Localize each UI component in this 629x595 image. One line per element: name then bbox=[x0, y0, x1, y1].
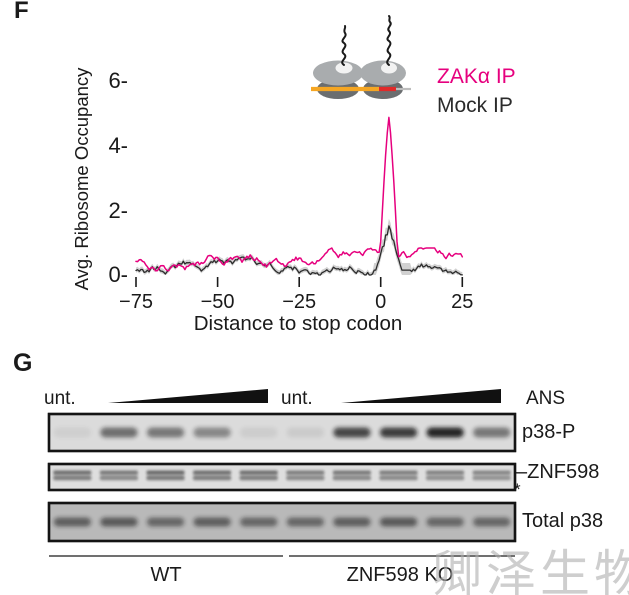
svg-text:25: 25 bbox=[451, 291, 473, 313]
svg-text:0-: 0- bbox=[108, 262, 128, 287]
svg-text:Avg. Ribosome Occupancy: Avg. Ribosome Occupancy bbox=[71, 67, 92, 291]
svg-text:p38-P: p38-P bbox=[522, 421, 575, 443]
svg-text:Distance to stop codon: Distance to stop codon bbox=[194, 312, 403, 335]
svg-text:Total p38: Total p38 bbox=[522, 510, 603, 532]
svg-text:ANS: ANS bbox=[526, 388, 565, 409]
svg-text:6-: 6- bbox=[108, 68, 128, 93]
svg-text:WT: WT bbox=[150, 564, 181, 586]
svg-text:−50: −50 bbox=[201, 291, 235, 313]
svg-text:*: * bbox=[514, 480, 521, 499]
svg-text:Mock IP: Mock IP bbox=[437, 94, 513, 117]
svg-text:2-: 2- bbox=[108, 198, 128, 223]
svg-text:0: 0 bbox=[375, 291, 386, 313]
svg-text:–ZNF598: –ZNF598 bbox=[516, 461, 599, 483]
svg-text:unt.: unt. bbox=[44, 388, 76, 409]
svg-text:卿泽生物: 卿泽生物 bbox=[432, 546, 629, 595]
svg-text:unt.: unt. bbox=[281, 388, 313, 409]
svg-text:4-: 4- bbox=[108, 133, 128, 158]
svg-text:−75: −75 bbox=[119, 291, 153, 313]
svg-text:−25: −25 bbox=[282, 291, 316, 313]
svg-text:ZAKα IP: ZAKα IP bbox=[437, 65, 516, 88]
